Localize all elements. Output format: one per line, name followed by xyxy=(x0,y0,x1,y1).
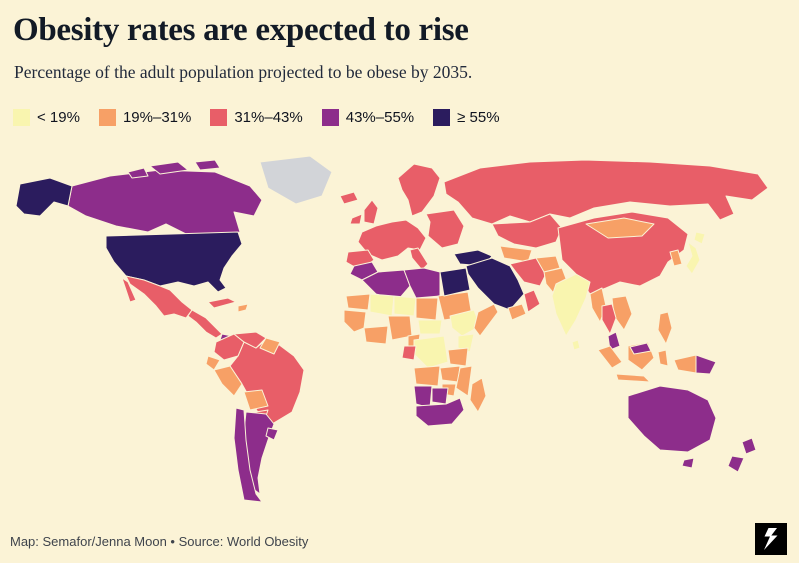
semafor-logo xyxy=(755,523,787,555)
region-eastern-europe xyxy=(425,209,465,249)
region-russia xyxy=(443,159,769,225)
region-iceland xyxy=(339,191,359,205)
region-canadian-arctic xyxy=(127,159,221,179)
legend-label-lt19: < 19% xyxy=(37,109,80,126)
region-india xyxy=(551,273,591,337)
region-sumatra xyxy=(597,345,623,369)
source-credit: Map: Semafor/Jenna Moon • Source: World … xyxy=(10,534,309,549)
region-scandinavia xyxy=(397,163,441,217)
region-australia xyxy=(627,385,717,469)
region-chile xyxy=(233,407,263,503)
legend-swatch-31-43 xyxy=(210,109,228,126)
region-italy xyxy=(409,247,429,271)
region-canada xyxy=(67,169,263,239)
legend-swatch-43-55 xyxy=(321,109,339,126)
region-tanzania xyxy=(447,347,469,367)
region-guyanas xyxy=(259,337,281,355)
page-title: Obesity rates are expected to rise xyxy=(13,12,469,48)
region-south-africa xyxy=(415,397,465,427)
legend-label-43-55: 43%–55% xyxy=(345,109,415,126)
region-cuba xyxy=(207,297,237,309)
region-korea xyxy=(669,249,683,267)
region-west-africa xyxy=(343,309,367,333)
region-new-guinea-west xyxy=(673,354,697,374)
region-central-america xyxy=(187,309,223,339)
region-usa xyxy=(105,231,243,293)
region-philippines xyxy=(657,311,673,345)
region-yemen xyxy=(507,303,527,321)
region-malaysia xyxy=(607,331,621,351)
region-japan xyxy=(685,231,706,275)
region-uk xyxy=(363,199,379,225)
region-oman xyxy=(523,289,541,313)
region-java xyxy=(615,373,651,383)
legend-item-19-31: 19%–31% xyxy=(98,109,192,126)
legend-swatch-gte55 xyxy=(433,109,451,126)
legend-item-lt19: < 19% xyxy=(13,109,80,126)
region-ecuador xyxy=(205,355,221,371)
region-libya xyxy=(403,267,441,299)
region-greenland xyxy=(259,156,333,205)
region-mongolia xyxy=(585,217,655,239)
region-ireland xyxy=(349,213,363,225)
region-peru xyxy=(213,365,243,397)
region-egypt xyxy=(439,267,471,297)
region-chad xyxy=(415,297,439,321)
region-somalia xyxy=(473,303,499,337)
logo-flag-mark xyxy=(764,528,778,550)
region-kazakhstan xyxy=(491,213,563,249)
region-mozambique xyxy=(455,365,473,397)
region-papua-new-guinea xyxy=(695,354,717,375)
region-sri-lanka xyxy=(571,339,581,351)
region-china xyxy=(557,211,689,295)
region-niger xyxy=(393,295,417,317)
page-subtitle: Percentage of the adult population proje… xyxy=(14,62,473,82)
legend-swatch-19-31 xyxy=(98,109,116,126)
legend-label-31-43: 31%–43% xyxy=(234,109,303,126)
legend: < 19% 19%–31% 31%–43% 43%–55% ≥ 55% xyxy=(13,109,500,126)
region-middle-east xyxy=(465,257,525,311)
region-mexico xyxy=(121,275,193,319)
region-ghana-ivory-coast xyxy=(363,325,389,345)
legend-item-31-43: 31%–43% xyxy=(210,109,303,126)
region-alaska xyxy=(15,177,73,217)
legend-item-gte55: ≥ 55% xyxy=(433,109,500,126)
region-botswana xyxy=(431,387,449,405)
region-ethiopia xyxy=(449,309,481,337)
region-madagascar xyxy=(469,377,487,413)
region-kenya xyxy=(457,333,475,353)
region-bolivia xyxy=(243,389,269,411)
legend-swatch-lt19 xyxy=(13,109,30,126)
region-gabon xyxy=(401,345,417,361)
region-central-african-republic xyxy=(417,319,443,335)
region-drc xyxy=(413,335,449,369)
region-borneo-malaysia xyxy=(629,342,652,355)
region-venezuela xyxy=(233,331,267,349)
region-zambia xyxy=(439,365,461,383)
legend-label-gte55: ≥ 55% xyxy=(457,109,500,126)
legend-item-43-55: 43%–55% xyxy=(321,109,415,126)
region-angola xyxy=(413,365,441,387)
legend-label-19-31: 19%–31% xyxy=(122,109,192,126)
region-hispaniola xyxy=(237,303,249,313)
region-uruguay xyxy=(265,427,279,441)
region-sulawesi xyxy=(657,349,669,367)
world-choropleth-map xyxy=(15,156,769,503)
region-mali xyxy=(369,293,395,317)
region-thailand xyxy=(601,303,617,335)
region-mauritania xyxy=(345,293,371,311)
region-new-zealand xyxy=(727,437,757,473)
